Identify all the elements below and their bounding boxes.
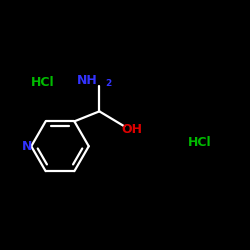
- Text: 2: 2: [106, 79, 112, 88]
- Text: HCl: HCl: [31, 76, 54, 89]
- Text: OH: OH: [122, 123, 142, 136]
- Text: N: N: [22, 140, 33, 153]
- Text: NH: NH: [77, 74, 98, 86]
- Text: HCl: HCl: [188, 136, 212, 149]
